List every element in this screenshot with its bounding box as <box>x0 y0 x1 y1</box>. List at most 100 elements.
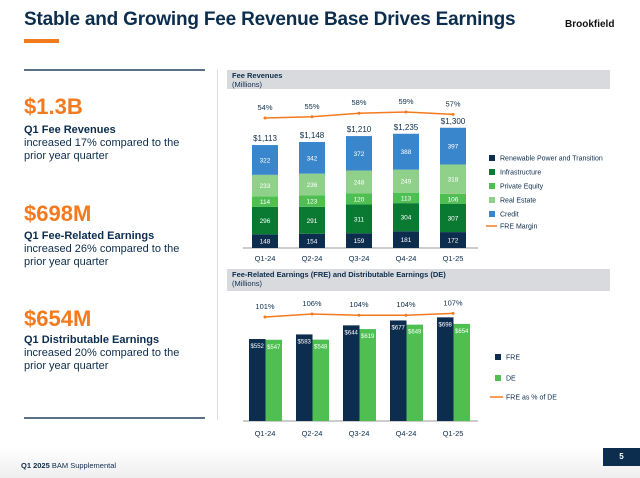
x-tick-label: Q4-24 <box>396 254 417 263</box>
fre-margin-point <box>357 111 361 115</box>
bar-infrastructure <box>393 203 419 232</box>
fre-pct-de-point <box>404 313 408 317</box>
bar-credit <box>346 136 372 171</box>
bar-value-label: 372 <box>354 151 365 158</box>
bar-value-label: 106 <box>448 196 459 203</box>
fre-margin-label: 59% <box>398 97 413 106</box>
bar-value-label: 114 <box>260 199 271 206</box>
bar-de <box>406 324 423 421</box>
total-label: $1,300 <box>441 117 466 126</box>
fre-margin-point <box>404 110 408 114</box>
bar-value-label: 304 <box>401 215 412 222</box>
total-label: $1,113 <box>253 134 277 143</box>
bar-value-label: 148 <box>260 239 271 246</box>
bar-value-label: 233 <box>260 183 271 190</box>
x-tick-label: Q1-24 <box>255 254 276 263</box>
legend-swatch <box>489 211 495 217</box>
footer-text: Q1 2025 BAM Supplemental <box>21 461 116 470</box>
fee-revenue-chart-header: Fee Revenues (Millions) <box>227 70 610 89</box>
bar-value-label: $677 <box>392 325 406 331</box>
bar-value-label: $583 <box>298 339 312 345</box>
fre-pct-de-label: 106% <box>302 299 322 308</box>
fre-pct-de-point <box>451 311 455 315</box>
bar-value-label: $552 <box>251 344 265 350</box>
bar-value-label: 249 <box>401 179 412 186</box>
x-tick-label: Q3-24 <box>349 254 370 263</box>
fre-pct-de-point <box>263 315 267 319</box>
fre-margin-point <box>451 112 455 116</box>
kpi-fre-value: $698M <box>24 201 92 226</box>
footer <box>0 448 640 478</box>
bar-value-label: $548 <box>314 345 328 351</box>
fre-margin-point <box>263 116 267 120</box>
fre-pct-de-label: 104% <box>349 300 369 309</box>
brookfield-logo: Brookfield <box>565 19 615 30</box>
bar-value-label: 296 <box>260 218 271 225</box>
x-tick-label: Q2-24 <box>302 429 323 438</box>
kpi-fee-revenue-desc: increased 17% compared to the prior year… <box>24 137 180 162</box>
kpi-de-value: $654M <box>24 306 92 331</box>
kpi-de-label: Q1 Distributable Earnings <box>24 334 160 346</box>
bar-value-label: 123 <box>307 199 318 206</box>
bar-value-label: 342 <box>307 155 318 162</box>
bar-value-label: $644 <box>345 330 359 336</box>
legend-label: FRE <box>506 355 520 362</box>
bar-value-label: $649 <box>408 330 422 336</box>
bar-value-label: 181 <box>401 237 412 244</box>
page-title: Stable and Growing Fee Revenue Base Driv… <box>24 9 516 30</box>
fre-pct-de-label: 107% <box>443 298 463 307</box>
legend-swatch <box>489 155 495 161</box>
bar-value-label: 311 <box>354 216 365 223</box>
fre-margin-label: 54% <box>257 103 272 112</box>
x-tick-label: Q3-24 <box>349 429 370 438</box>
bar-de <box>312 339 329 421</box>
earnings-chart-subtitle: (Millions) <box>232 279 262 288</box>
bar-renewable-power-and-transition <box>299 233 325 248</box>
bar-private-equity <box>252 196 278 207</box>
bar-infrastructure <box>252 206 278 235</box>
bar-value-label: 318 <box>448 177 459 184</box>
legend-label: Infrastructure <box>500 170 541 177</box>
bar-private-equity <box>346 193 372 205</box>
fre-margin-point <box>310 115 314 119</box>
kpi-de-desc: increased 20% compared to the prior year… <box>24 347 180 372</box>
bar-credit <box>252 145 278 175</box>
x-tick-label: Q1-24 <box>255 429 276 438</box>
legend-label: Renewable Power and Transition <box>500 156 603 163</box>
bar-fre <box>437 317 454 421</box>
x-tick-label: Q2-24 <box>302 254 323 263</box>
fre-pct-de-point <box>357 313 361 317</box>
bar-renewable-power-and-transition <box>440 232 466 248</box>
fee-revenue-chart-subtitle: (Millions) <box>232 80 262 89</box>
legend-swatch <box>489 197 495 203</box>
legend-swatch <box>489 183 495 189</box>
legend-label: DE <box>506 376 516 383</box>
fre-pct-de-point <box>310 312 314 316</box>
bar-value-label: 307 <box>448 215 459 222</box>
total-label: $1,235 <box>394 123 419 132</box>
fre-pct-de-label: 104% <box>396 300 416 309</box>
fre-pct-de-label: 101% <box>255 302 275 311</box>
fre-margin-label: 57% <box>445 99 460 108</box>
x-tick-label: Q1-25 <box>443 429 464 438</box>
bar-infrastructure <box>440 203 466 233</box>
page-number: 5 <box>603 448 640 466</box>
legend-label: Credit <box>500 212 519 219</box>
bar-value-label: 397 <box>448 144 459 151</box>
legend-label: Real Estate <box>500 198 536 205</box>
earnings-chart-title: Fee-Related Earnings (FRE) and Distribut… <box>232 270 446 279</box>
kpi-fee-revenue-value: $1.3B <box>24 94 83 119</box>
bar-credit <box>299 141 325 174</box>
bar-renewable-power-and-transition <box>346 233 372 248</box>
kpi-fre-label: Q1 Fee-Related Earnings <box>24 230 155 242</box>
legend-swatch <box>495 354 501 360</box>
bar-value-label: 159 <box>354 238 365 245</box>
legend-label: FRE as % of DE <box>506 395 557 402</box>
bar-private-equity <box>299 195 325 207</box>
bar-value-label: 291 <box>307 218 318 225</box>
fee-revenue-chart-title: Fee Revenues <box>232 71 283 80</box>
bar-de <box>265 339 282 421</box>
title-accent-bar <box>24 39 59 43</box>
bar-fre <box>390 320 407 421</box>
